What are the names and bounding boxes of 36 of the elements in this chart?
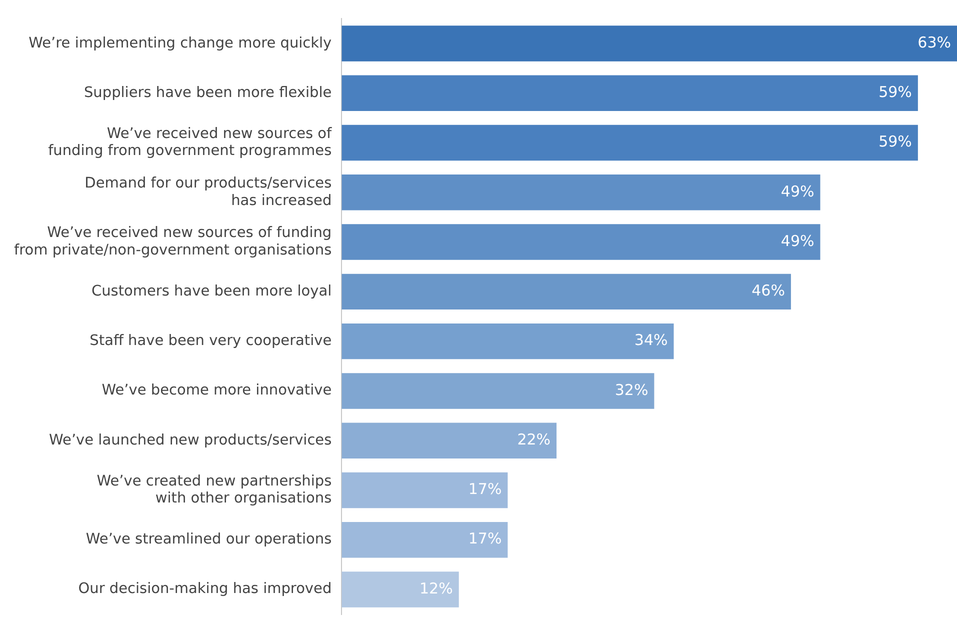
bar	[342, 422, 557, 458]
data-label: 59%	[878, 83, 912, 102]
data-label: 59%	[878, 132, 912, 151]
bar	[342, 522, 508, 558]
data-label: 17%	[468, 480, 502, 498]
bar	[342, 572, 459, 608]
y-tick-label: Our decision-making has improved	[78, 581, 332, 598]
y-tick-label: We’ve become more innovative	[102, 382, 332, 399]
data-label: 34%	[634, 331, 668, 350]
data-label: 22%	[517, 430, 551, 448]
bar	[342, 174, 820, 210]
y-tick-label: Staff have been very cooperative	[90, 333, 332, 350]
y-tick-label: We’ve received new sources of funding from government programmes	[48, 126, 333, 160]
bar	[342, 323, 674, 360]
data-label: 46%	[752, 282, 785, 300]
data-label: 49%	[780, 232, 814, 250]
bar	[342, 224, 820, 260]
bar	[342, 274, 791, 310]
y-tick-label: We’ve created new partnerships with other organisations	[96, 473, 332, 507]
bar	[342, 75, 918, 112]
data-label: 12%	[420, 579, 453, 598]
bar	[342, 26, 957, 62]
y-tick-label: Customers have been more loyal	[91, 283, 332, 300]
y-tick-label: Suppliers have been more flexible	[84, 84, 332, 101]
data-label: 63%	[918, 33, 951, 52]
bar	[342, 373, 654, 409]
y-tick-label: We’ve launched new products/services	[49, 432, 332, 448]
y-tick-label: We’ve streamlined our operations	[86, 532, 332, 548]
bar	[342, 124, 918, 161]
data-label: 17%	[468, 530, 502, 548]
bar	[342, 472, 508, 508]
data-label: 49%	[780, 182, 814, 200]
data-label: 32%	[614, 380, 648, 399]
y-tick-label: We’re implementing change more quickly	[28, 35, 332, 52]
y-tick-label: Demand for our products/services has increased	[84, 175, 332, 209]
y-tick-label: We’ve received new sources of funding from private/non-government organisations	[14, 225, 332, 259]
